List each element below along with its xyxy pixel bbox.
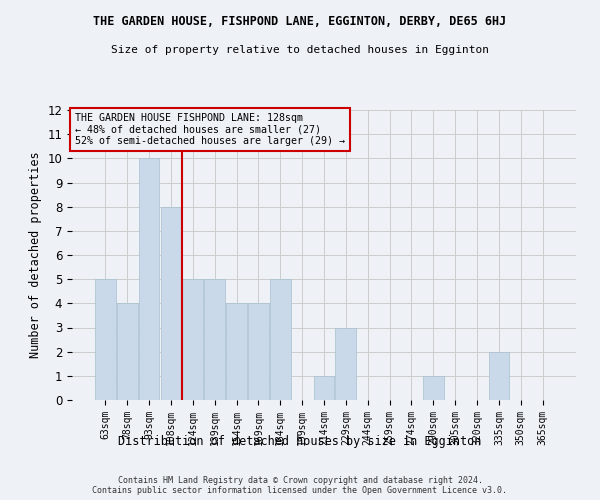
Text: THE GARDEN HOUSE, FISHPOND LANE, EGGINTON, DERBY, DE65 6HJ: THE GARDEN HOUSE, FISHPOND LANE, EGGINTO… bbox=[94, 15, 506, 28]
Bar bbox=[248, 304, 269, 400]
Bar bbox=[182, 279, 203, 400]
Bar bbox=[226, 304, 247, 400]
Bar bbox=[139, 158, 160, 400]
Text: Size of property relative to detached houses in Egginton: Size of property relative to detached ho… bbox=[111, 45, 489, 55]
Bar bbox=[161, 206, 181, 400]
Bar bbox=[117, 304, 137, 400]
Bar bbox=[488, 352, 509, 400]
Y-axis label: Number of detached properties: Number of detached properties bbox=[29, 152, 42, 358]
Text: Contains HM Land Registry data © Crown copyright and database right 2024.
Contai: Contains HM Land Registry data © Crown c… bbox=[92, 476, 508, 495]
Bar bbox=[204, 279, 225, 400]
Text: Distribution of detached houses by size in Egginton: Distribution of detached houses by size … bbox=[118, 435, 482, 448]
Bar bbox=[270, 279, 290, 400]
Text: THE GARDEN HOUSE FISHPOND LANE: 128sqm
← 48% of detached houses are smaller (27): THE GARDEN HOUSE FISHPOND LANE: 128sqm ←… bbox=[74, 113, 344, 146]
Bar bbox=[314, 376, 334, 400]
Bar bbox=[423, 376, 444, 400]
Bar bbox=[335, 328, 356, 400]
Bar bbox=[95, 279, 116, 400]
